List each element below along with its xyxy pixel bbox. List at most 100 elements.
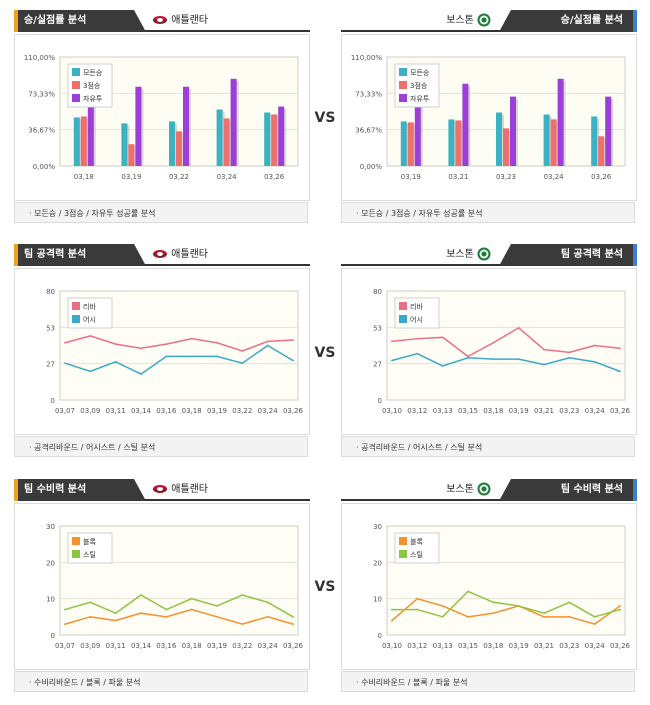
legend-label: 스틸	[83, 551, 96, 559]
x-tick-label: 03,24	[258, 407, 279, 415]
point-어시	[593, 360, 596, 363]
bar-3점승	[407, 122, 414, 166]
y-tick-label: 0	[51, 632, 55, 640]
point-어시	[89, 370, 92, 373]
x-tick-label: 03,13	[433, 407, 453, 415]
line-리바	[391, 326, 621, 358]
x-tick-label: 03,24	[544, 173, 565, 181]
team-name: 보스톤	[446, 249, 474, 260]
x-tick-label: 03,18	[483, 642, 503, 650]
x-tick-label: 03,18	[182, 642, 202, 650]
y-tick-label: 0,00%	[360, 163, 383, 171]
bar-자유투	[87, 86, 94, 166]
header-rule	[14, 499, 310, 501]
point-스틸	[593, 615, 596, 618]
x-tick-label: 03,07	[55, 407, 75, 415]
point-리바	[391, 340, 393, 343]
point-블록	[391, 619, 393, 622]
vs-label-1: VS	[314, 110, 336, 126]
legend-swatch	[399, 550, 407, 558]
bar-모든승	[73, 117, 80, 166]
x-tick-label: 03,18	[182, 407, 202, 415]
x-tick-label: 03,22	[232, 642, 252, 650]
x-tick-label: 03,21	[534, 407, 554, 415]
x-tick-label: 03,26	[283, 407, 304, 415]
point-어시	[114, 360, 117, 363]
team-name: 애틀랜타	[171, 249, 208, 260]
point-블록	[89, 615, 92, 618]
legend-swatch	[399, 94, 407, 102]
bar-모든승	[591, 116, 598, 166]
x-tick-label: 03,14	[131, 642, 152, 650]
y-tick-label: 80	[373, 288, 382, 296]
point-블록	[593, 623, 596, 625]
x-tick-label: 03,24	[217, 173, 238, 181]
legend-label: 모든승	[410, 69, 430, 77]
point-스틸	[64, 608, 66, 611]
bar-3점승	[503, 128, 509, 166]
y-tick-label: 73,33%	[28, 90, 55, 98]
point-블록	[165, 615, 168, 618]
legend-swatch	[399, 81, 407, 89]
legend-swatch	[399, 68, 407, 76]
point-어시	[517, 358, 520, 361]
bar-모든승	[496, 112, 502, 166]
chart-panel-2: 승/실점률 분석 보스톤 0,00% 36,67% 73,33% 110,00% 03,1…	[341, 10, 637, 224]
point-블록	[114, 619, 117, 622]
point-블록	[190, 608, 193, 611]
legend-label: 어시	[410, 315, 423, 324]
x-tick-label: 03,26	[591, 173, 612, 181]
point-블록	[241, 623, 244, 625]
point-어시	[568, 356, 571, 359]
point-스틸	[89, 601, 92, 604]
point-스틸	[441, 615, 444, 618]
x-tick-label: 03,13	[433, 642, 453, 650]
x-tick-label: 03,16	[156, 407, 177, 415]
bar-자유투	[462, 83, 469, 166]
point-어시	[416, 352, 419, 355]
line-어시	[391, 352, 621, 373]
header-rule	[341, 264, 637, 266]
bar-모든승	[543, 114, 550, 166]
point-블록	[266, 615, 269, 618]
panel-title: 팀 공격력 분석	[499, 244, 637, 266]
point-스틸	[216, 605, 218, 607]
x-tick-label: 03,19	[509, 407, 529, 415]
bar-3점승	[550, 119, 557, 166]
y-tick-label: 80	[46, 288, 55, 296]
point-블록	[619, 605, 621, 607]
legend-label: 자유투	[83, 94, 103, 103]
y-tick-label: 0,00%	[33, 163, 56, 171]
chart-panel-5: 팀 수비력 분석 애틀랜타 0 10 20 30 03,07 03,09 03,11 03,14…	[14, 479, 310, 693]
chart-frame: 0 10 20 30 03,10 03,12 03,13 03,15 03,18 03,19 03,…	[341, 503, 637, 670]
point-블록	[492, 612, 495, 615]
legend-label: 어시	[83, 315, 96, 324]
point-리바	[165, 343, 168, 346]
x-tick-label: 03,19	[121, 173, 141, 181]
point-스틸	[114, 612, 117, 615]
bar-모든승	[400, 121, 407, 166]
x-tick-label: 03,23	[559, 642, 579, 650]
point-어시	[391, 359, 393, 362]
bar-3점승	[598, 136, 605, 166]
legend-label: 블록	[410, 537, 423, 546]
bar-자유투	[183, 86, 189, 166]
team-name: 애틀랜타	[171, 484, 208, 495]
legend-swatch	[399, 302, 407, 310]
x-tick-label: 03,26	[283, 642, 304, 650]
line-스틸	[64, 594, 294, 618]
bar-자유투	[557, 78, 564, 166]
chart-frame: 0 27 53 80 03,07 03,09 03,11 03,14 03,16 03,18 03,…	[14, 268, 310, 435]
chart-svg: 0,00% 36,67% 73,33% 110,00% 03,18 03,19 03,22 0…	[24, 54, 299, 181]
legend-swatch	[72, 537, 80, 545]
legend-swatch	[72, 550, 80, 558]
panel-title: 팀 수비력 분석	[14, 479, 146, 501]
panel-title: 승/실점률 분석	[14, 10, 146, 32]
bar-자유투	[414, 96, 421, 166]
y-tick-label: 30	[46, 523, 55, 531]
team-label: 보스톤	[446, 247, 491, 263]
legend-label: 리바	[410, 302, 423, 311]
bar-3점승	[176, 131, 182, 166]
chart-svg: 0 27 53 80 03,07 03,09 03,11 03,14 03,16 03,18 03,…	[46, 288, 304, 415]
x-tick-label: 03,22	[169, 173, 189, 181]
